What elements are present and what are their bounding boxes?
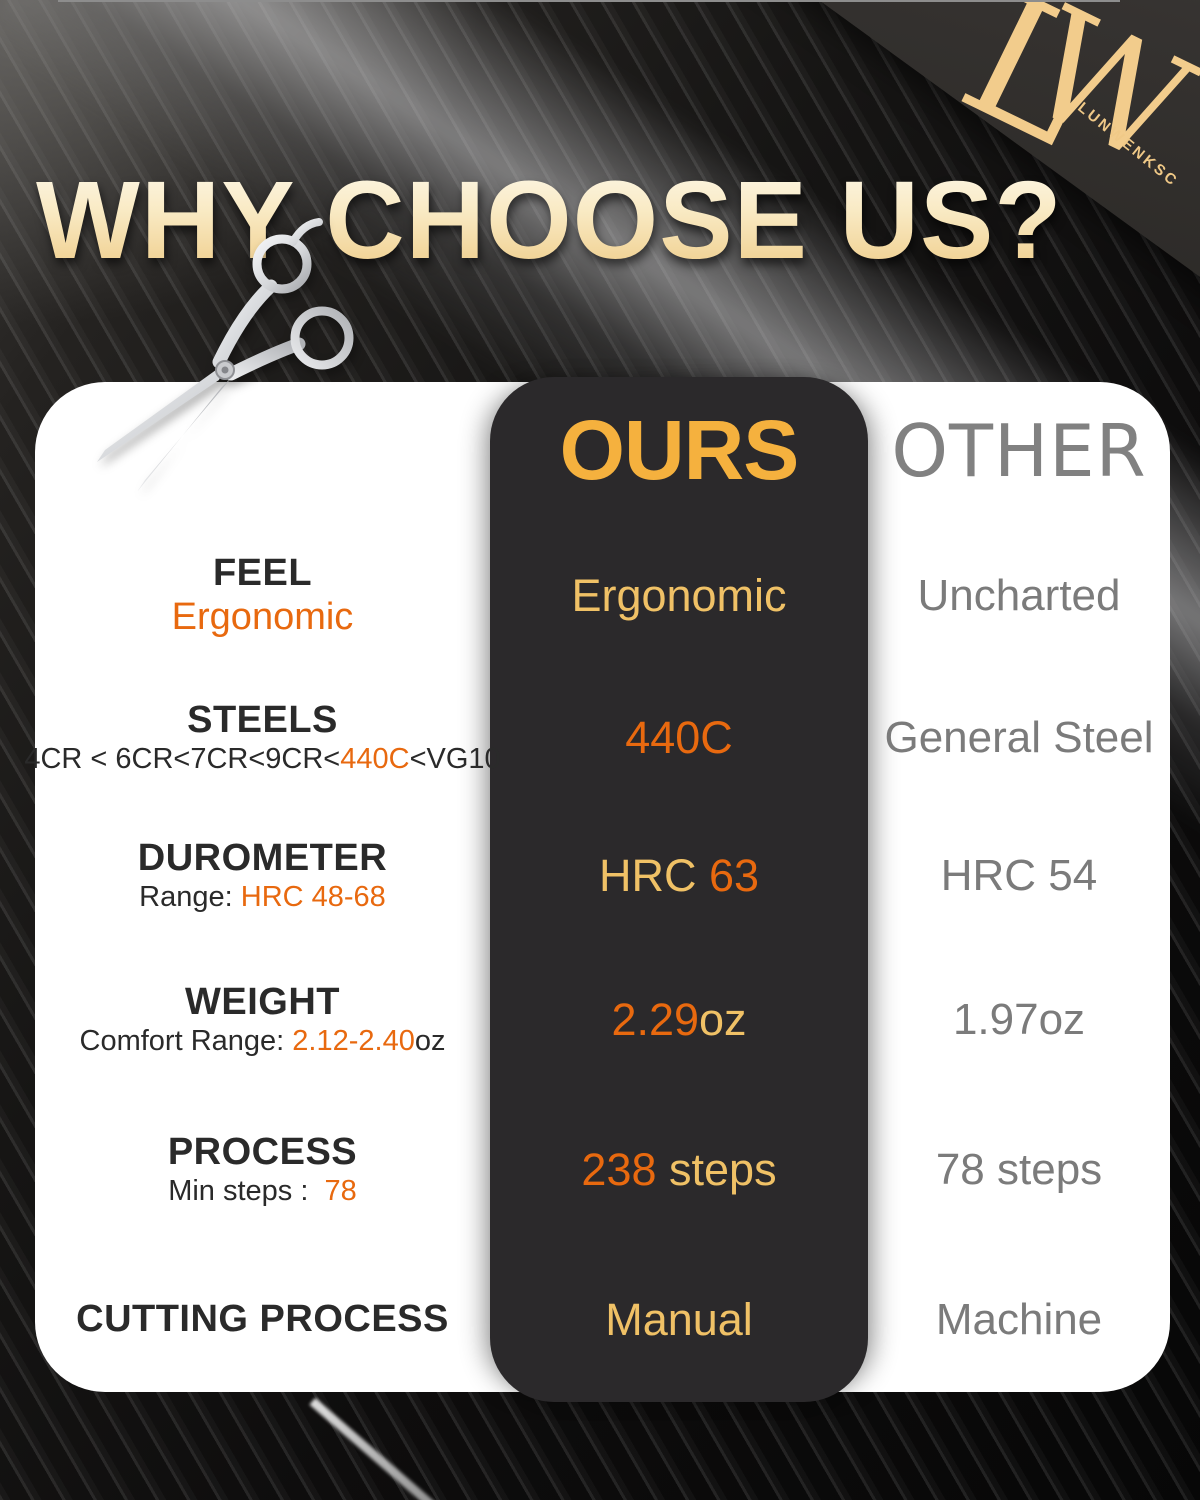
page-title: WHY CHOOSE US? [36, 159, 1063, 282]
feature-note: Comfort Range: 2.12-2.40oz [79, 1025, 446, 1058]
table-row-durometer: DUROMETER Range: HRC 48-68 HRC 63 HRC 54 [35, 804, 1170, 948]
feature-label-cell: WEIGHT Comfort Range: 2.12-2.40oz [35, 948, 490, 1092]
table-row-steels: STEELS 4CR < 6CR<7CR<9CR<440C<VG10 440C … [24, 672, 1170, 804]
other-value-cell: General Steel [884, 713, 1154, 762]
table-row-process: PROCESS Min steps : 78 238 steps 78 step… [35, 1092, 1170, 1248]
feature-label-cell: STEELS 4CR < 6CR<7CR<9CR<440C<VG10 [24, 672, 500, 804]
table-row-feel: FEEL Ergonomic Ergonomic Uncharted [35, 519, 1170, 672]
other-value-cell: 1.97oz [952, 995, 1086, 1044]
feature-note: Min steps : 78 [168, 1175, 357, 1208]
feature-label-cell: PROCESS Min steps : 78 [35, 1092, 490, 1248]
table-row-weight: WEIGHT Comfort Range: 2.12-2.40oz 2.29 oz… [35, 948, 1170, 1092]
column-header-ours: OURS [559, 403, 800, 497]
feature-name: CUTTING PROCESS [76, 1298, 449, 1341]
ours-value: 238 [581, 1144, 670, 1195]
ours-value-cell: Manual [490, 1248, 868, 1392]
ours-value: HRC [598, 850, 709, 901]
feature-label-cell: DUROMETER Range: HRC 48-68 [35, 804, 490, 948]
other-value-cell: Uncharted [917, 570, 1121, 620]
column-header-other: OTHER [891, 408, 1147, 493]
ours-value: oz [699, 994, 747, 1045]
feature-name: FEEL [212, 551, 313, 594]
ours-value-cell: Ergonomic [490, 519, 868, 672]
ours-column-panel [490, 377, 868, 1402]
ours-value-cell: 2.29 oz [490, 948, 868, 1092]
ours-value-cell: 238 steps [490, 1092, 868, 1248]
row-divider [58, 0, 1120, 2]
ours-value: 63 [708, 850, 760, 901]
feature-note: 4CR < 6CR<7CR<9CR<440C<VG10 [24, 743, 501, 776]
other-value-cell: HRC 54 [940, 851, 1098, 900]
ours-value-cell: HRC 63 [490, 804, 868, 948]
ours-value: Manual [605, 1294, 753, 1345]
ours-value: steps [669, 1144, 777, 1195]
other-value-cell: Machine [935, 1295, 1103, 1344]
feature-name: WEIGHT [185, 981, 340, 1024]
feature-name: PROCESS [167, 1131, 358, 1174]
feature-name: DUROMETER [137, 837, 388, 880]
ours-value-cell: 440C [490, 672, 868, 804]
table-row-cutting-process: CUTTING PROCESS Manual Machine [35, 1248, 1170, 1392]
feature-note: Ergonomic [171, 595, 354, 638]
scissors-image [97, 218, 354, 492]
ours-value: 2.29 [611, 994, 700, 1045]
ours-value: Ergonomic [571, 569, 787, 621]
other-value-cell: 78 steps [935, 1145, 1103, 1194]
feature-name: STEELS [187, 699, 338, 742]
ours-value: 440C [625, 712, 733, 763]
feature-label-cell: FEEL Ergonomic [35, 519, 490, 672]
feature-note: Range: HRC 48-68 [139, 881, 386, 914]
feature-label-cell: CUTTING PROCESS [35, 1248, 490, 1392]
